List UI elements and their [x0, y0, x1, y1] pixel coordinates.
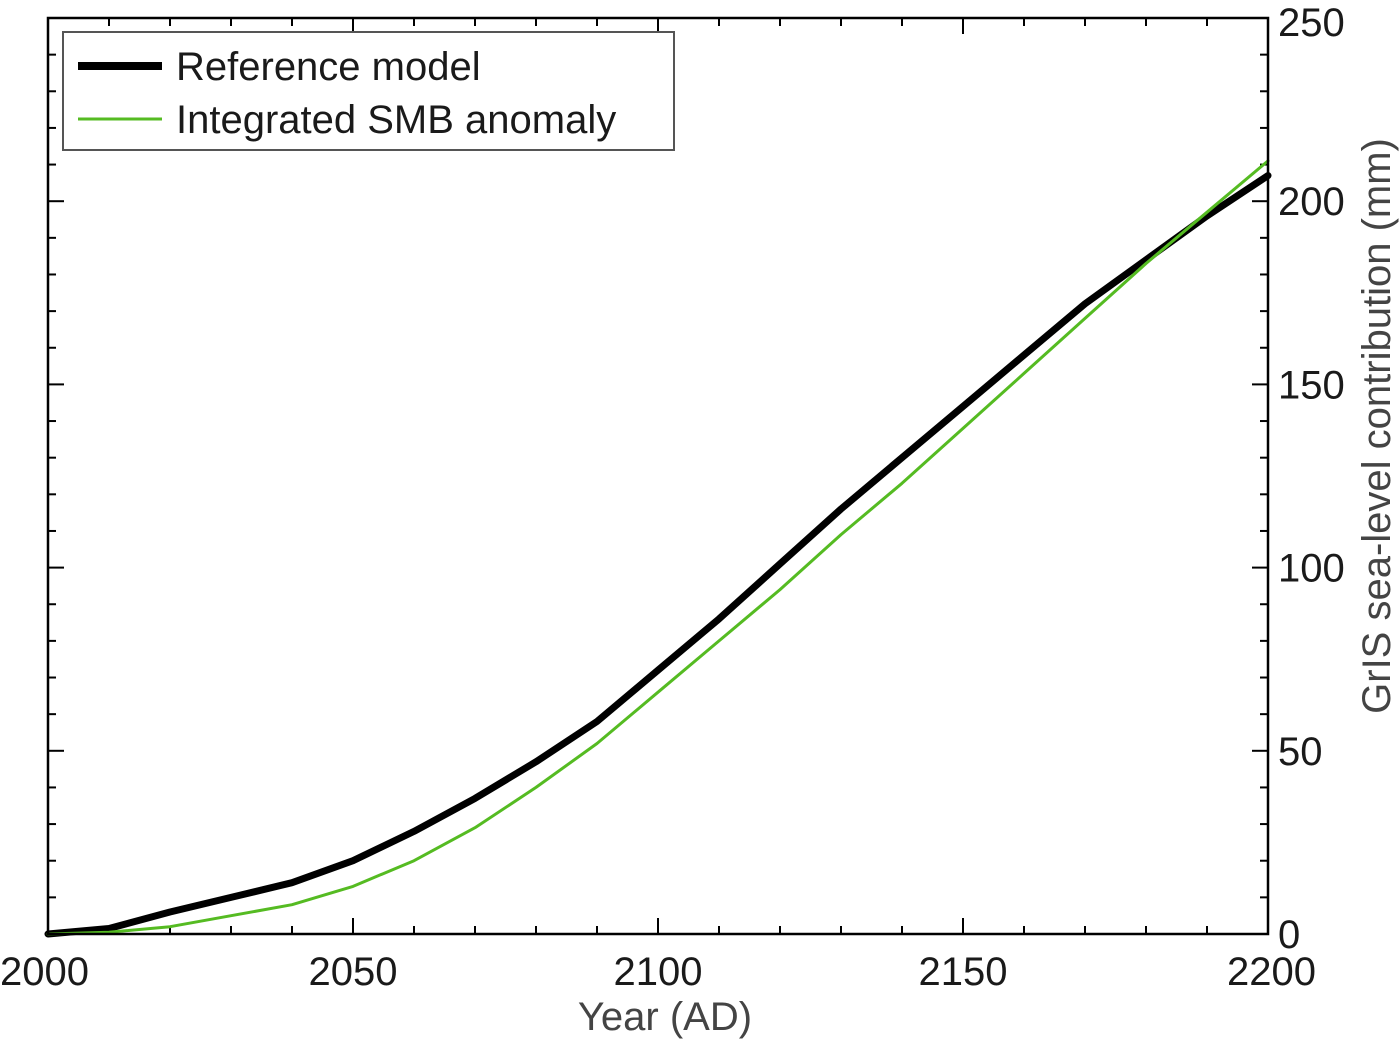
x-tick-label: 2000	[0, 950, 89, 994]
y-tick-label: 250	[1278, 1, 1345, 45]
legend-box	[62, 31, 675, 151]
y-tick-label: 0	[1278, 913, 1300, 957]
series-line-reference-model	[44, 172, 1272, 938]
x-tick-label: 2050	[309, 950, 398, 994]
y-tick-label: 200	[1278, 180, 1345, 224]
x-axis-label: Year (AD)	[578, 995, 752, 1039]
series-line-integrated-smb-anomaly	[46, 159, 1270, 936]
y-tick-label: 150	[1278, 363, 1345, 407]
plot-frame	[46, 16, 1270, 936]
legend-label-integrated-smb-anomaly: Integrated SMB anomaly	[176, 98, 616, 142]
y-tick-label: 50	[1278, 730, 1323, 774]
x-tick-label: 2150	[919, 950, 1008, 994]
x-tick-label: 2200	[1227, 950, 1316, 994]
y-tick-label: 100	[1278, 547, 1345, 591]
legend-label-reference-model: Reference model	[176, 45, 481, 89]
x-tick-label: 2100	[614, 950, 703, 994]
y-axis-label: GrIS sea-level contribution (mm)	[1355, 138, 1399, 714]
axis-ticks	[47, 17, 1269, 935]
series-lines	[44, 159, 1272, 938]
legend: Reference model Integrated SMB anomaly	[62, 31, 675, 151]
